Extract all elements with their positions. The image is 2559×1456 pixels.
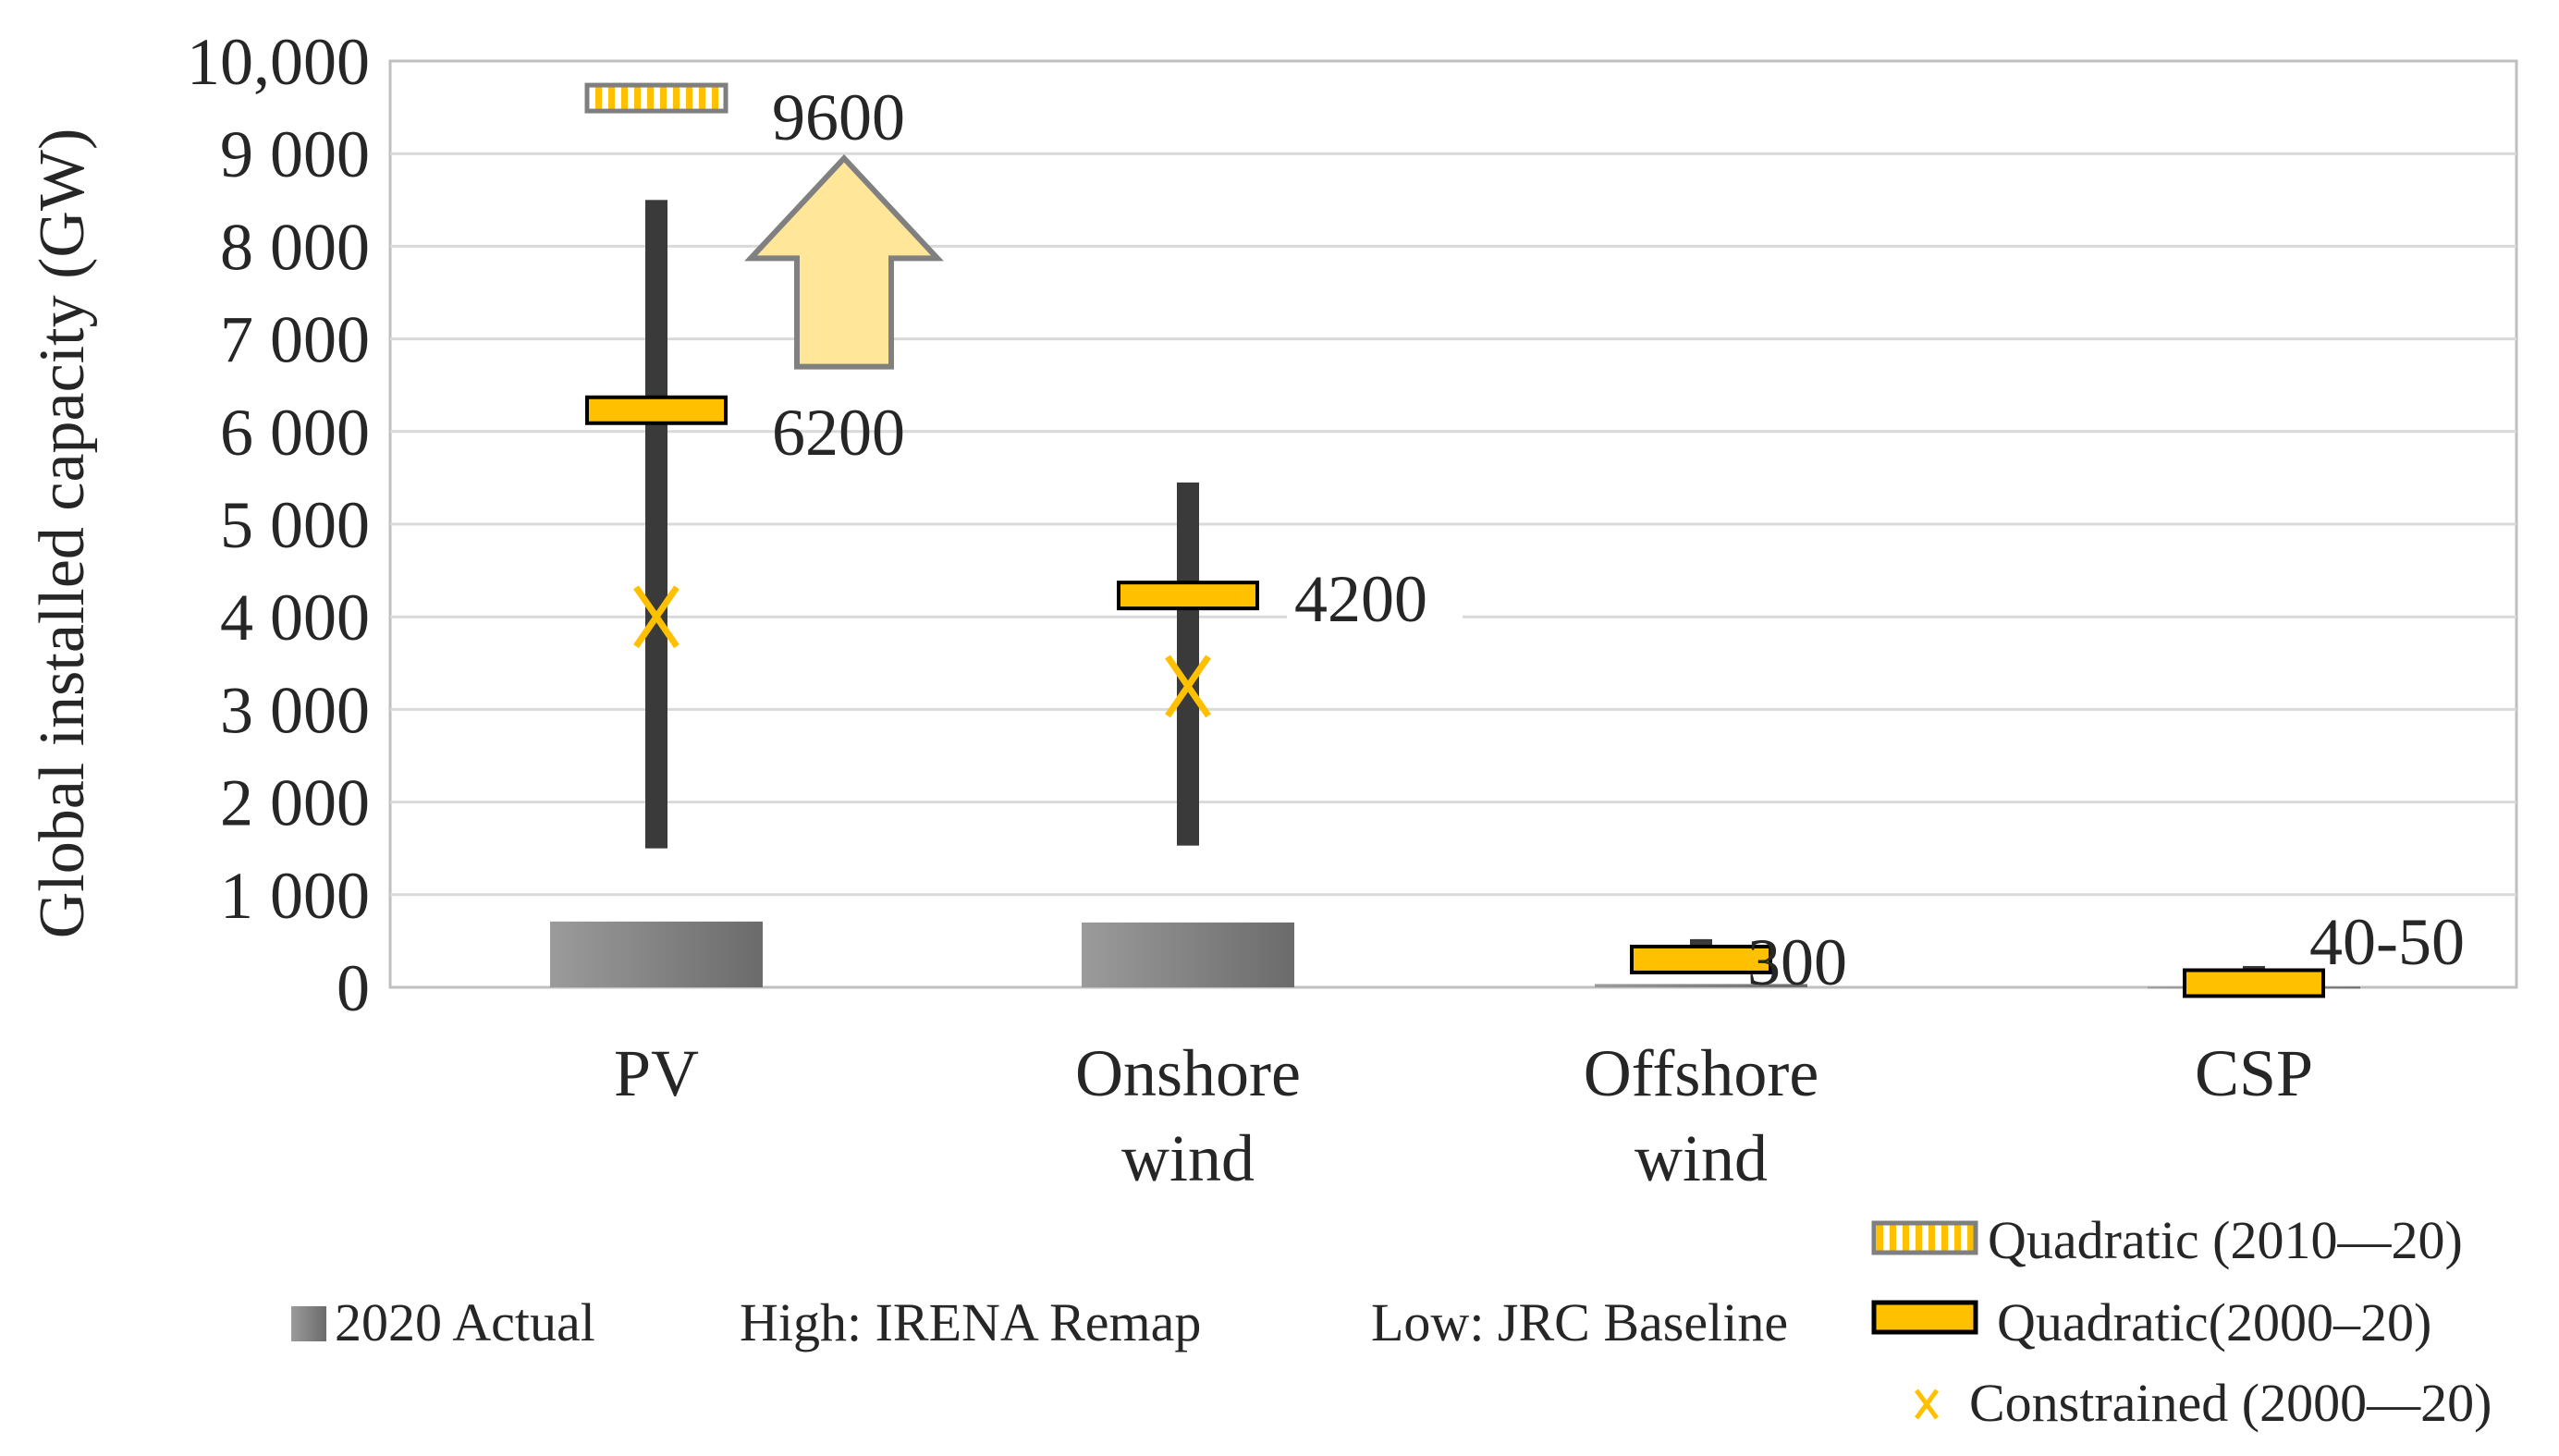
legend-label: Quadratic (2010—20) (1988, 1210, 2463, 1270)
legend-label: Low: JRC Baseline (1371, 1292, 1788, 1352)
annotation-label: 300 (1747, 925, 1847, 999)
y-tick-label: 9 000 (220, 117, 370, 191)
annotation-label: 40-50 (2309, 905, 2465, 979)
x-category-label: PV (614, 1036, 699, 1110)
legend-label: High: IRENA Remap (740, 1292, 1201, 1352)
y-tick-label: 10,000 (187, 25, 370, 99)
actual-2020-bar (1595, 984, 1807, 987)
actual-2020-bar (1082, 922, 1294, 987)
quadratic-2000-20-marker (2183, 968, 2325, 998)
legend-x-stroke (1914, 1389, 1940, 1420)
y-tick-label: 7 000 (220, 303, 370, 377)
high-low-range-bar (645, 200, 667, 849)
x-category-label: CSP (2195, 1036, 2313, 1110)
constrained-x-stroke (1165, 655, 1211, 718)
x-category-label: Offshore (1584, 1036, 1819, 1110)
legend-box-swatch (1871, 1300, 1978, 1335)
annotation-label: 6200 (772, 396, 905, 470)
y-tick-label: 0 (337, 951, 370, 1025)
y-tick-label: 1 000 (220, 859, 370, 933)
legend-x-swatch (1914, 1389, 1940, 1420)
quadratic-2000-20-marker (585, 395, 728, 425)
x-category-label: Onshore (1075, 1036, 1301, 1110)
quadratic-2000-20-marker (1117, 581, 1259, 611)
y-tick-label: 4 000 (220, 581, 370, 655)
annotation-label: 4200 (1294, 562, 1427, 636)
y-tick-label: 5 000 (220, 488, 370, 562)
actual-2020-bar (550, 921, 763, 987)
y-tick-label: 2 000 (220, 766, 370, 840)
annotation-label: 9600 (772, 80, 905, 154)
constrained-x-marker (1165, 655, 1211, 718)
y-axis-label: Global installed capacity (GW) (27, 128, 98, 939)
y-tick-label: 3 000 (220, 673, 370, 747)
y-tick-label: 6 000 (220, 396, 370, 470)
x-category-label: wind (1635, 1121, 1768, 1195)
quadratic-2000-20-marker (1630, 944, 1772, 974)
legend-label: Quadratic(2000–20) (1997, 1292, 2431, 1352)
x-category-label: wind (1121, 1121, 1255, 1195)
annotation-backdrop (1287, 564, 1463, 634)
high-low-range-bar (1177, 482, 1199, 846)
constrained-x-stroke (633, 585, 680, 649)
constrained-x-marker (633, 585, 680, 649)
legend-striped-swatch (1871, 1220, 1978, 1255)
y-tick-label: 8 000 (220, 210, 370, 284)
legend-label: 2020 Actual (335, 1292, 595, 1352)
up-arrow-icon (744, 153, 944, 370)
legend-bar-swatch (291, 1306, 326, 1341)
quadratic-2010-20-marker (584, 82, 729, 114)
legend-label: Constrained (2000—20) (1969, 1373, 2492, 1433)
